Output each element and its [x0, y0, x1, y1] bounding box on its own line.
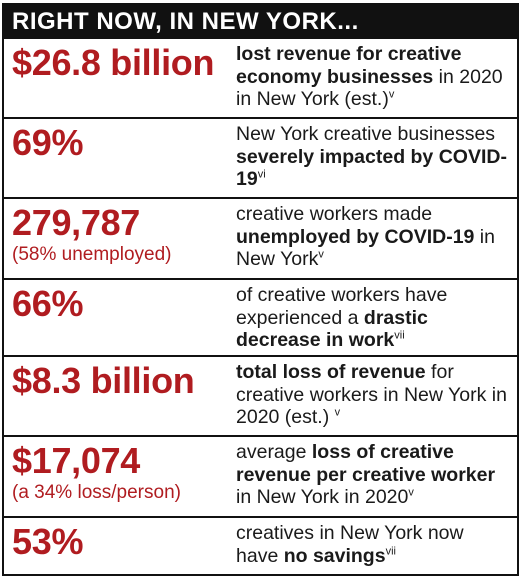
description-text: loss of creative revenue per creative wo… — [236, 441, 496, 486]
stat-description: creative workers made unemployed by COVI… — [230, 199, 517, 278]
stat-value: 53% — [12, 521, 84, 562]
stat-row: 69% New York creative businesses severely… — [4, 117, 517, 197]
description-text: creatives in New York now have — [236, 522, 464, 567]
footnote-marker: v — [318, 248, 324, 261]
footnote-marker: vii — [385, 545, 396, 557]
stat-row: $26.8 billion lost revenue for creative e… — [4, 39, 517, 117]
stat-value: $17,074 — [12, 440, 141, 481]
stat-value: 66% — [12, 283, 84, 324]
stat-description: of creative workers have experienced a d… — [230, 280, 517, 355]
footnote-marker: v — [334, 406, 341, 419]
stat-figure-cell: 53% — [4, 518, 230, 572]
description-text: severely impacted by COVID-19 — [236, 145, 507, 191]
stat-figure-cell: 66% — [4, 280, 230, 355]
description-text: New York creative businesses — [236, 123, 496, 145]
stat-row: $8.3 billion total loss of revenue for cr… — [4, 355, 517, 435]
description-text: lost revenue for creative economy busine… — [236, 43, 462, 88]
stat-description: creatives in New York now have no saving… — [230, 518, 517, 572]
stat-subvalue: (58% unemployed) — [12, 244, 172, 265]
description-text: of creative workers have experienced a — [236, 284, 448, 329]
description-text: average — [236, 441, 312, 463]
stat-figure-cell: 69% — [4, 119, 230, 197]
panel-header: RIGHT NOW, IN NEW YORK... — [4, 5, 517, 39]
footnote-marker: v — [408, 486, 414, 499]
stats-list: $26.8 billion lost revenue for creative e… — [4, 39, 517, 572]
description-text: unemployed by COVID-19 — [236, 225, 475, 248]
stat-row: 66% of creative workers have experienced … — [4, 278, 517, 355]
stat-value: 279,787 — [12, 202, 141, 243]
description-text: drastic decrease in work — [236, 306, 428, 352]
stat-row: $17,074 (a 34% loss/person) average loss o… — [4, 435, 517, 516]
stat-figure-cell: $8.3 billion — [4, 357, 230, 435]
stat-value: $8.3 billion — [12, 360, 195, 401]
footnote-marker: vi — [257, 168, 266, 181]
stat-figure-cell: $26.8 billion — [4, 39, 230, 117]
stat-description: New York creative businesses severely im… — [230, 119, 517, 197]
stat-row: 279,787 (58% unemployed) creative workers … — [4, 197, 517, 278]
stat-figure-cell: 279,787 (58% unemployed) — [4, 199, 230, 278]
stat-value: 69% — [12, 122, 84, 163]
stat-figure-cell: $17,074 (a 34% loss/person) — [4, 437, 230, 516]
stats-panel: RIGHT NOW, IN NEW YORK... $26.8 billion l… — [2, 3, 519, 576]
stat-description: total loss of revenue for creative worke… — [230, 357, 517, 435]
description-text: in New York — [236, 225, 495, 271]
stat-description: lost revenue for creative economy busine… — [230, 39, 517, 117]
stat-row: 53% creatives in New York now have no sav… — [4, 516, 517, 572]
description-text: no savings — [283, 544, 386, 567]
description-text: in New York in 2020 — [236, 486, 409, 508]
description-text: creative workers made — [236, 203, 433, 225]
stat-value: $26.8 billion — [12, 42, 215, 83]
description-text: for creative workers in New York in 2020… — [236, 361, 507, 428]
footnote-marker: v — [388, 88, 395, 101]
panel-title: RIGHT NOW, IN NEW YORK... — [12, 8, 359, 35]
footnote-marker: vii — [394, 329, 405, 342]
stat-description: average loss of creative revenue per cre… — [230, 437, 517, 516]
description-text: total loss of revenue — [236, 361, 426, 383]
description-text: in 2020 in New York (est.) — [236, 65, 503, 111]
stat-subvalue: (a 34% loss/person) — [12, 482, 181, 503]
